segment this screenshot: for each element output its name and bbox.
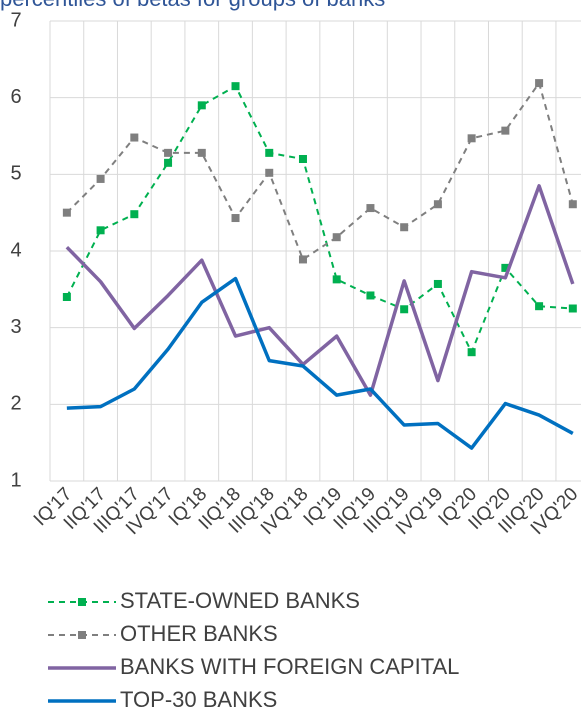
point <box>62 293 71 301</box>
legend-label: TOP-30 BANKS <box>120 687 277 711</box>
point <box>535 79 544 88</box>
point <box>96 226 105 235</box>
legend-label: BANKS WITH FOREIGN CAPITAL <box>120 654 459 679</box>
legend-marker <box>78 598 86 606</box>
point <box>298 155 307 163</box>
point <box>366 291 375 300</box>
y-tick-label: 3 <box>10 316 21 338</box>
point <box>433 279 442 288</box>
point <box>433 200 442 209</box>
point <box>231 82 240 91</box>
point <box>231 214 240 223</box>
point <box>130 210 139 219</box>
series-line <box>66 276 574 450</box>
series-line <box>66 82 574 261</box>
y-tick-label: 4 <box>10 239 21 261</box>
point <box>265 168 274 177</box>
point <box>164 148 173 157</box>
point <box>400 305 409 314</box>
y-tick-label: 5 <box>10 163 21 185</box>
point <box>298 255 307 264</box>
point <box>164 158 173 167</box>
point <box>501 126 510 135</box>
y-tick-label: 6 <box>10 86 21 108</box>
point <box>467 134 476 143</box>
point <box>568 200 577 209</box>
y-tick-label: 2 <box>10 393 21 415</box>
series-line <box>65 184 575 397</box>
point <box>197 148 206 157</box>
legend-marker <box>78 631 86 639</box>
point <box>62 208 71 217</box>
point <box>501 263 510 272</box>
point <box>197 101 206 110</box>
y-tick-label: 1 <box>10 469 21 491</box>
point <box>535 302 544 311</box>
legend-label: STATE-OWNED BANKS <box>120 588 360 613</box>
point <box>130 133 139 142</box>
point <box>400 223 409 232</box>
point <box>332 275 341 284</box>
point <box>332 233 341 242</box>
point <box>568 304 577 313</box>
series-line <box>65 85 573 354</box>
point <box>265 148 274 157</box>
chart-title: percentiles of betas for groups of banks <box>0 0 385 11</box>
legend-label: OTHER BANKS <box>120 621 278 646</box>
point <box>366 204 375 213</box>
y-tick-label: 7 <box>10 9 21 31</box>
point <box>467 348 476 357</box>
point <box>96 174 105 183</box>
